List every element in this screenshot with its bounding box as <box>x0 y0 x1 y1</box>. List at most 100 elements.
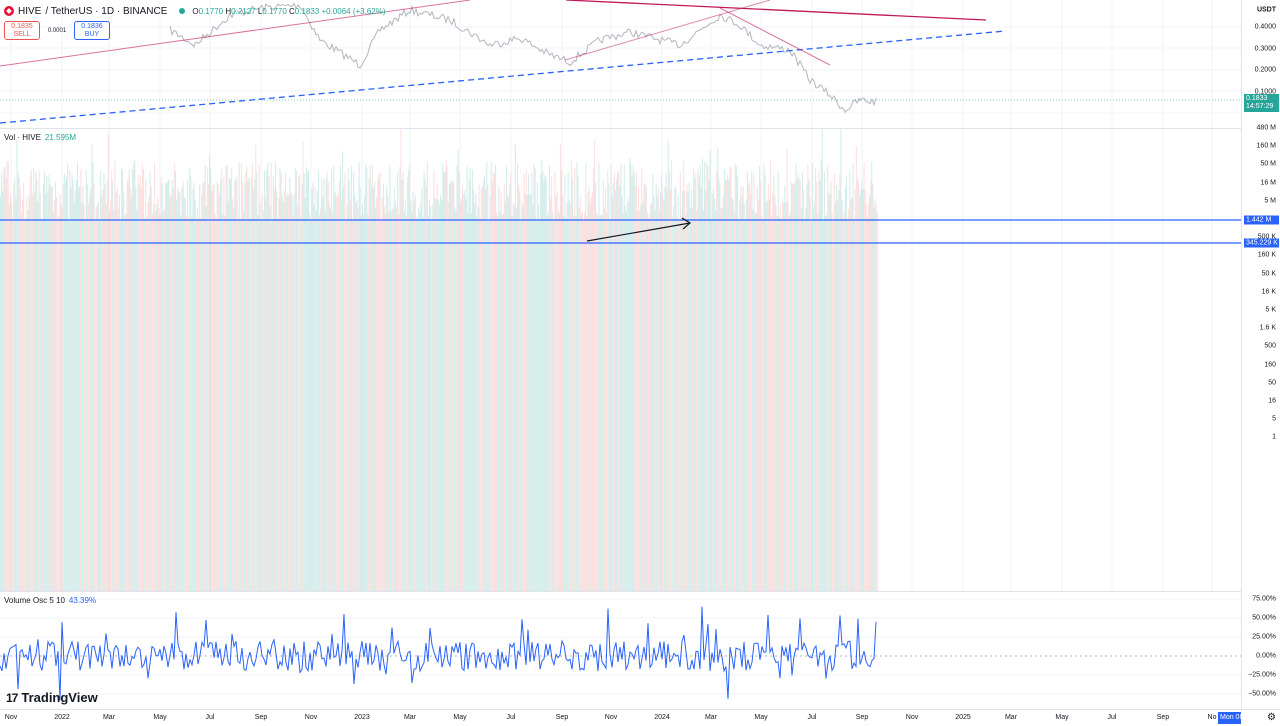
volume-bar <box>873 207 875 591</box>
price-chart[interactable] <box>0 0 1241 128</box>
volume-bar <box>488 220 490 591</box>
volume-bar <box>327 182 329 591</box>
volume-bar <box>812 208 814 591</box>
volume-bar <box>159 214 161 591</box>
trend-line <box>0 0 471 67</box>
volume-bar <box>664 186 666 591</box>
volume-tick-label: 160 K <box>1257 251 1276 259</box>
volume-bar <box>387 195 389 591</box>
volume-bar <box>115 192 117 591</box>
volume-bar <box>823 172 825 591</box>
pane-separator[interactable] <box>0 128 1241 129</box>
volume-bar <box>579 196 581 591</box>
volume-bar <box>31 193 33 591</box>
volume-bar <box>783 202 785 591</box>
symbol-description[interactable]: / TetherUS · 1D · BINANCE <box>45 5 168 17</box>
volume-bar <box>555 195 557 591</box>
volume-bar <box>363 214 365 591</box>
pane-separator[interactable] <box>0 591 1241 592</box>
volume-bar <box>409 163 411 591</box>
volume-bar <box>251 163 253 591</box>
volume-bar <box>597 215 599 591</box>
volume-bar <box>129 188 131 591</box>
symbol-name[interactable]: HIVE <box>18 5 42 17</box>
volume-bar <box>222 214 224 591</box>
volume-bar <box>150 186 152 591</box>
volume-bar <box>644 183 646 591</box>
oscillator-pane[interactable]: Volume Osc 5 10 43.39% <box>0 592 1241 709</box>
volume-bar <box>784 185 786 591</box>
price-pane[interactable] <box>0 0 1241 128</box>
volume-bar <box>432 203 434 591</box>
volume-bar <box>503 183 505 591</box>
symbol-header[interactable]: HIVE / TetherUS · 1D · BINANCE O0.1770 H… <box>4 4 386 18</box>
volume-bar <box>192 189 194 591</box>
volume-bar <box>201 194 203 591</box>
horizontal-line-price-tag[interactable]: 345.229 K <box>1244 238 1279 248</box>
volume-bar <box>203 181 205 591</box>
volume-bar <box>75 180 77 591</box>
volume-bar <box>724 179 726 591</box>
time-tick-label: Mar <box>102 714 116 721</box>
volume-bar <box>341 199 343 591</box>
volume-bar <box>517 163 519 591</box>
volume-bar <box>862 189 864 591</box>
volume-bar <box>493 173 495 591</box>
volume-bar <box>607 170 609 591</box>
oscillator-tick-label: −50.00% <box>1248 690 1276 698</box>
volume-bar <box>27 210 29 591</box>
volume-chart[interactable] <box>0 129 1241 591</box>
price-scale[interactable]: USDT 0.4000 0.3000 0.2000 0.1000 0.1833 14:… <box>1241 0 1280 709</box>
volume-bar <box>767 184 769 591</box>
volume-bar <box>283 191 285 591</box>
volume-bar <box>603 207 605 591</box>
volume-bar <box>47 191 49 591</box>
sell-button[interactable]: 0.1835 SELL <box>4 21 40 40</box>
volume-tick-label: 5 <box>1272 415 1276 423</box>
volume-bar <box>228 177 230 591</box>
volume-bar <box>268 176 270 591</box>
volume-bar <box>34 191 36 591</box>
volume-bar <box>601 215 603 591</box>
oscillator-tick-label: −25.00% <box>1248 671 1276 679</box>
volume-bar <box>634 186 636 591</box>
volume-bar <box>476 216 478 591</box>
volume-bar <box>667 140 669 591</box>
arrow-annotation <box>586 222 691 242</box>
time-scale[interactable]: Nov 2022 Mar May Jul Sep Nov 2023 Mar May Jul Sep No… <box>0 709 1280 726</box>
volume-tick-label: 1 <box>1272 433 1276 441</box>
volume-bar <box>480 188 482 591</box>
volume-oscillator-chart[interactable] <box>0 592 1241 709</box>
volume-bar <box>217 184 219 591</box>
buy-button[interactable]: 0.1836 BUY <box>74 21 110 40</box>
volume-bar <box>863 163 865 591</box>
volume-bar <box>430 206 432 591</box>
volume-bar <box>437 199 439 591</box>
volume-bar <box>330 208 332 591</box>
volume-bar <box>636 210 638 591</box>
volume-bar <box>324 212 326 591</box>
volume-bar <box>650 204 652 591</box>
volume-bar <box>624 205 626 591</box>
volume-bar <box>13 183 15 591</box>
horizontal-line-price-tag[interactable]: 1.442 M <box>1244 215 1279 225</box>
volume-bar <box>122 170 124 591</box>
volume-bar <box>575 216 577 591</box>
volume-pane[interactable]: Vol · HIVE 21.595M <box>0 129 1241 591</box>
tradingview-logo[interactable]: 17 TradingView <box>6 690 98 705</box>
volume-bar <box>419 211 421 591</box>
volume-bar <box>683 161 685 591</box>
volume-bar <box>421 188 423 591</box>
volume-bar <box>478 184 480 591</box>
volume-bar <box>308 170 310 591</box>
last-price-tag: 0.1833 14:57:29 <box>1244 94 1279 112</box>
volume-bar <box>712 188 714 591</box>
currency-label[interactable]: USDT <box>1256 6 1276 14</box>
volume-bar <box>289 177 291 591</box>
volume-bar <box>684 190 686 591</box>
volume-legend[interactable]: Vol · HIVE 21.595M <box>4 133 76 142</box>
volume-bar <box>792 184 794 591</box>
oscillator-legend[interactable]: Volume Osc 5 10 43.39% <box>4 596 96 605</box>
volume-bar <box>404 200 406 591</box>
gear-icon[interactable]: ⚙ <box>1267 712 1276 723</box>
